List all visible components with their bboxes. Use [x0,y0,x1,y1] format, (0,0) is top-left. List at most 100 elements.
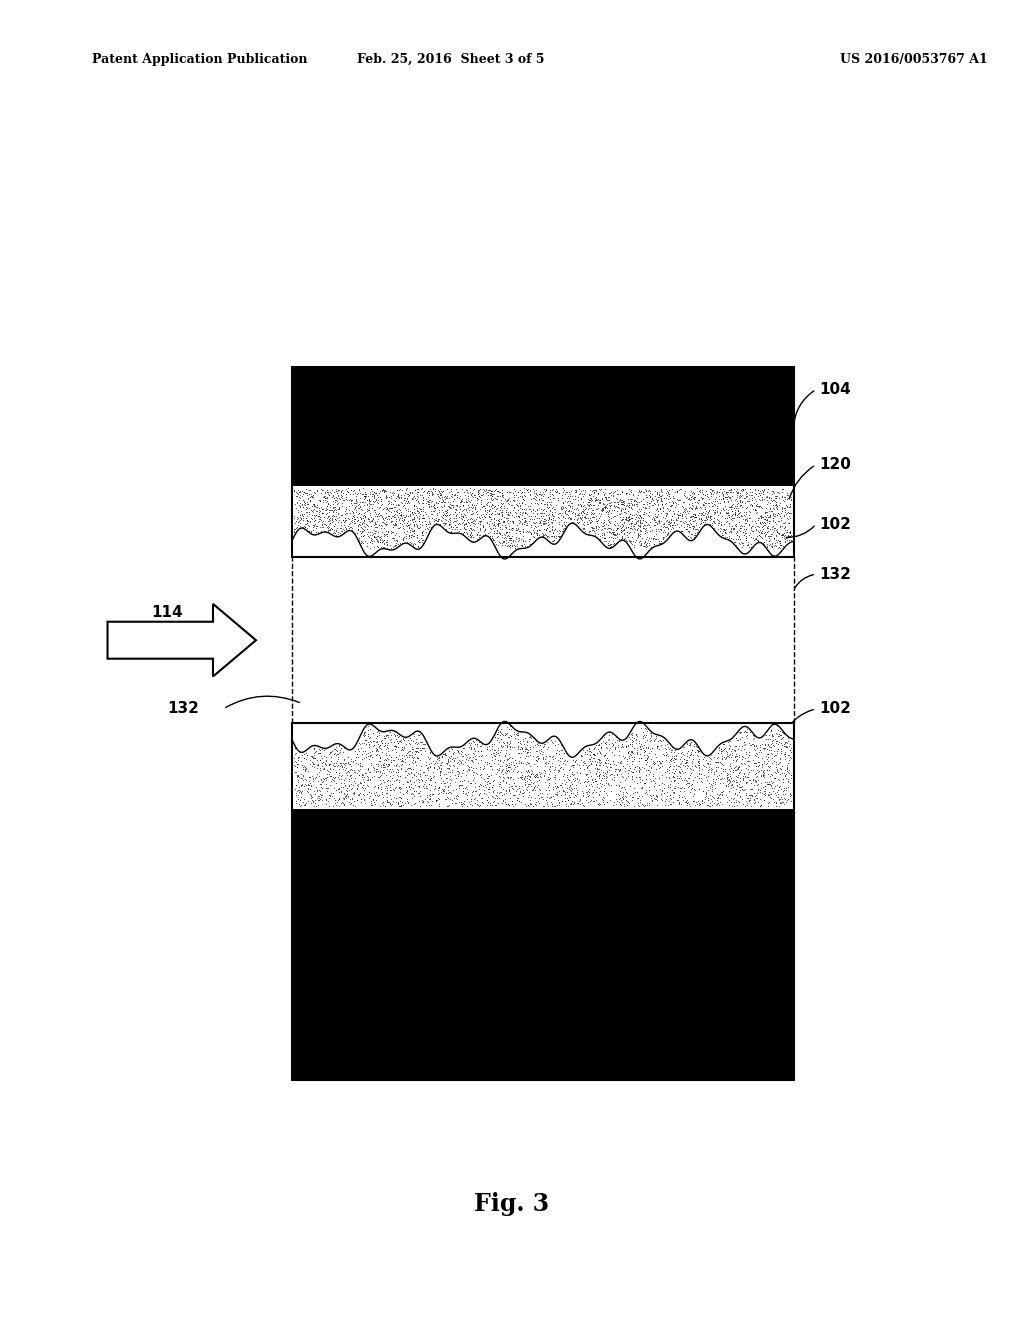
Point [361,508,378,529]
Point [288,498,304,519]
Point [671,517,687,539]
Point [700,506,717,527]
Point [395,495,412,516]
Point [456,491,472,512]
Point [695,726,712,747]
Point [304,729,321,750]
Point [505,779,521,800]
Point [671,742,687,763]
Point [322,718,338,739]
Point [680,756,696,777]
Point [771,763,787,784]
Point [600,739,616,760]
Point [618,529,635,550]
Point [713,739,729,760]
Point [418,754,434,775]
Point [430,479,446,500]
Point [297,492,313,513]
Point [342,535,358,556]
Point [732,495,749,516]
Point [666,783,682,804]
Point [649,795,666,816]
Point [500,756,516,777]
Point [334,520,350,541]
Point [366,527,382,548]
Point [328,536,344,557]
Point [779,524,796,545]
Point [596,767,612,788]
Point [344,777,360,799]
Point [330,789,346,810]
Point [389,517,406,539]
Point [731,490,748,511]
Point [450,760,466,781]
Point [779,752,796,774]
Point [736,506,753,527]
Point [638,535,654,556]
Point [441,741,458,762]
Point [328,752,344,774]
Point [643,483,659,504]
Point [631,479,647,500]
Point [659,511,676,532]
Point [551,744,567,766]
Point [666,755,682,776]
Point [481,739,498,760]
Point [521,480,538,502]
Point [353,532,370,553]
Point [373,730,389,751]
Point [475,792,492,813]
Point [612,727,629,748]
Point [741,491,758,512]
Point [521,723,538,744]
Point [681,764,697,785]
Point [400,515,417,536]
Point [517,502,534,523]
Point [484,785,501,807]
Point [420,735,436,756]
Point [773,734,790,755]
Point [298,482,314,503]
Point [393,532,410,553]
Point [713,730,729,751]
Point [741,507,758,528]
Point [611,528,628,549]
Point [393,719,410,741]
Point [482,484,499,506]
Point [536,796,552,817]
Point [521,774,538,795]
Point [346,533,362,554]
Point [694,715,711,737]
Point [328,490,344,511]
Point [492,751,508,772]
Point [737,767,754,788]
Point [618,531,635,552]
Point [532,484,549,506]
Point [548,525,564,546]
Point [379,791,395,812]
Point [459,723,475,744]
Point [654,780,671,801]
Point [707,734,723,755]
Point [731,486,748,507]
Point [594,717,610,738]
Point [343,759,359,780]
Point [398,725,415,746]
Point [464,482,480,503]
Point [364,731,380,752]
Point [323,746,339,767]
Point [367,523,383,544]
Point [523,523,540,544]
Point [402,744,419,766]
Point [294,504,310,525]
Point [492,512,508,533]
Point [440,733,457,754]
Point [344,523,360,544]
Point [671,768,687,789]
Point [568,516,585,537]
Point [322,495,338,516]
Point [720,746,736,767]
Point [574,491,591,512]
Point [435,486,452,507]
Point [455,729,471,750]
